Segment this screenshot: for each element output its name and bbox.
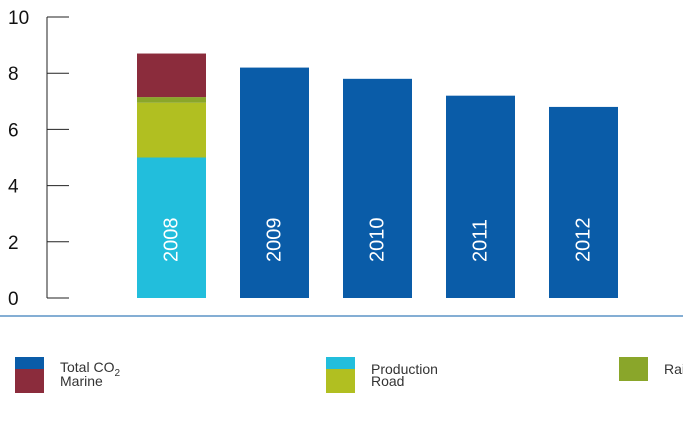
y-tick-label: 6 bbox=[8, 120, 19, 141]
bars: 2008 2009 2010 2011 2012 bbox=[137, 53, 618, 299]
bar-category-label: 2008 bbox=[161, 218, 183, 263]
legend-item-rail: Rail bbox=[619, 357, 683, 381]
bar-2008-rail bbox=[137, 97, 206, 103]
legend-label: Road bbox=[371, 373, 405, 389]
legend-label: Total CO2 bbox=[60, 359, 121, 379]
bar-category-label: 2011 bbox=[470, 219, 492, 262]
bar-2010-total-co2 bbox=[343, 78, 412, 298]
legend-swatch bbox=[15, 369, 44, 393]
legend-swatch bbox=[326, 369, 355, 393]
bar-2008-road bbox=[137, 102, 206, 158]
bar-category-label: 2010 bbox=[367, 218, 389, 263]
legend-label: Rail bbox=[664, 361, 683, 377]
legend-item-marine: Marine bbox=[15, 369, 103, 393]
y-axis: 0 2 4 6 8 10 bbox=[8, 8, 69, 310]
bar-2012-total-co2 bbox=[549, 106, 618, 298]
bar-category-label: 2009 bbox=[264, 218, 286, 263]
bar-2011-total-co2 bbox=[446, 95, 515, 299]
bar-2008-production bbox=[137, 157, 206, 298]
bar-2008-marine bbox=[137, 53, 206, 98]
bar-2009-total-co2 bbox=[240, 67, 309, 298]
legend-label: Marine bbox=[60, 373, 103, 389]
y-tick-label: 10 bbox=[8, 8, 29, 29]
bar-category-label: 2012 bbox=[573, 218, 595, 263]
legend-swatch bbox=[619, 357, 648, 381]
y-tick-label: 2 bbox=[8, 233, 19, 254]
legend-label: Production bbox=[371, 361, 438, 377]
legend-item-road: Road bbox=[326, 369, 404, 393]
y-tick-label: 0 bbox=[8, 289, 19, 310]
y-tick-label: 4 bbox=[8, 177, 19, 198]
y-tick-label: 8 bbox=[8, 64, 19, 85]
